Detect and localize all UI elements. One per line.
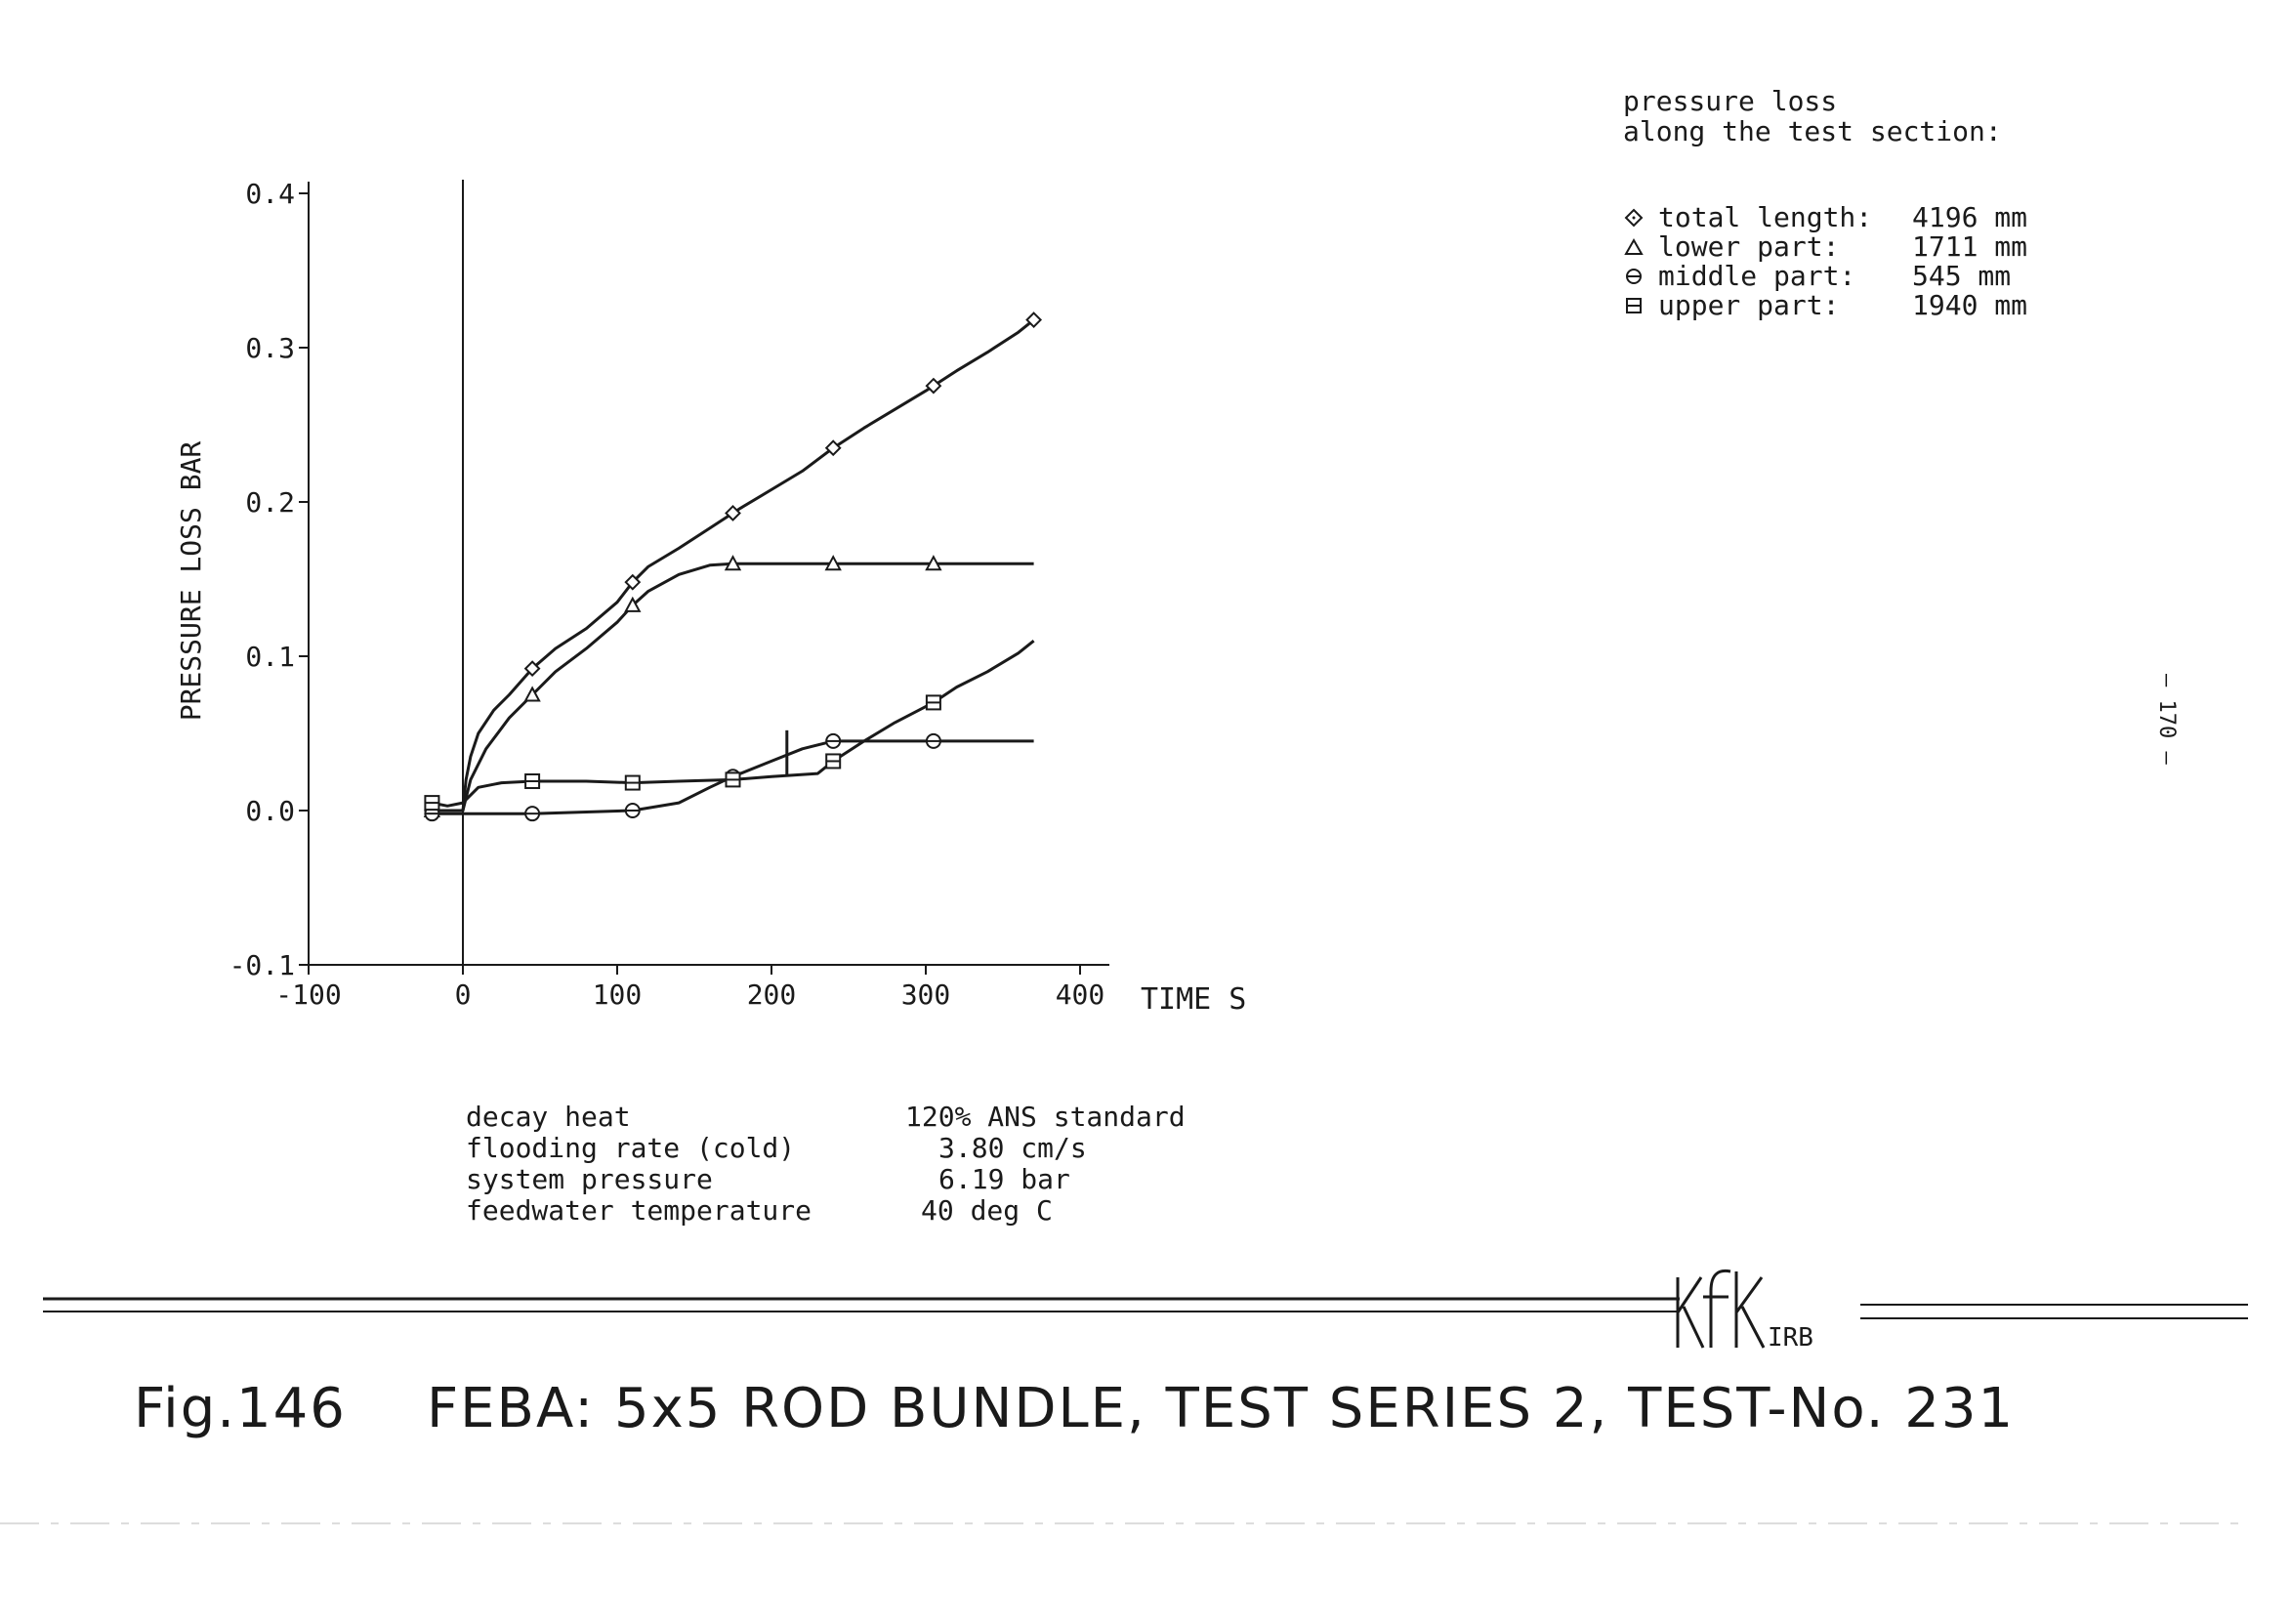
kfk-irb-logo: IRB bbox=[1676, 1269, 1813, 1353]
x-tick-label: -100 bbox=[275, 979, 341, 1011]
data-point-lower-part bbox=[523, 686, 541, 702]
legend-value: 1711 mm bbox=[1912, 230, 2028, 263]
data-point-total-length bbox=[925, 377, 942, 395]
y-axis-label: PRESSURE LOSS BAR bbox=[175, 441, 207, 722]
legend-label: middle part: bbox=[1658, 260, 1856, 292]
legend-label: total length: bbox=[1658, 201, 1873, 233]
x-tick-label: 100 bbox=[593, 979, 643, 1011]
data-point-upper-part bbox=[825, 753, 842, 770]
y-tick-label: -0.1 bbox=[229, 949, 295, 981]
param-value: 6.19 bar bbox=[938, 1163, 1070, 1195]
data-point-lower-part bbox=[624, 596, 642, 612]
data-point-total-length bbox=[523, 660, 541, 678]
data-point-total-length bbox=[725, 505, 741, 521]
data-point-upper-part bbox=[424, 795, 440, 812]
data-point-total-length bbox=[1025, 312, 1043, 328]
figure-title: FEBA: 5x5 ROD BUNDLE, TEST SERIES 2, TES… bbox=[426, 1377, 2016, 1440]
data-point-upper-part bbox=[524, 772, 541, 789]
param-value: 120% ANS standard bbox=[905, 1101, 1186, 1133]
series-line-total-length bbox=[432, 318, 1035, 812]
legend: total length: 4196 mm lower part: 1711 m… bbox=[1623, 203, 2027, 320]
x-tick-label: 0 bbox=[455, 979, 472, 1011]
param-label: decay heat bbox=[466, 1101, 631, 1133]
data-point-lower-part bbox=[925, 555, 942, 571]
legend-title: pressure loss along the test section: bbox=[1623, 86, 2002, 146]
data-point-middle-part bbox=[624, 803, 641, 818]
data-point-lower-part bbox=[824, 555, 842, 571]
data-point-upper-part bbox=[624, 774, 641, 791]
circle-marker-icon bbox=[1626, 269, 1642, 284]
legend-item-total-length: total length: 4196 mm bbox=[1623, 203, 2027, 232]
data-point-middle-part bbox=[825, 732, 842, 749]
series-line-lower-part bbox=[432, 562, 1034, 812]
x-tick-label: 200 bbox=[747, 979, 797, 1011]
legend-label: upper part: bbox=[1658, 289, 1840, 321]
data-point-lower-part bbox=[724, 555, 742, 571]
legend-item-middle-part: middle part: 545 mm bbox=[1623, 262, 2011, 291]
data-point-total-length bbox=[824, 439, 842, 457]
y-tick-label: 0.2 bbox=[245, 486, 295, 519]
square-marker-icon bbox=[1626, 298, 1642, 313]
param-value: 40 deg C bbox=[921, 1194, 1053, 1227]
chart-markers bbox=[423, 312, 1043, 822]
param-value: 3.80 cm/s bbox=[938, 1132, 1087, 1164]
data-point-upper-part bbox=[925, 694, 941, 711]
legend-label: lower part: bbox=[1658, 230, 1840, 263]
legend-value: 1940 mm bbox=[1912, 289, 2028, 321]
x-axis-label: TIME S bbox=[1141, 982, 1246, 1017]
data-point-middle-part bbox=[925, 732, 941, 749]
legend-title-line2: along the test section: bbox=[1623, 115, 2002, 147]
data-point-middle-part bbox=[524, 806, 541, 822]
y-tick-label: 0.1 bbox=[245, 641, 295, 673]
svg-text:IRB: IRB bbox=[1768, 1323, 1813, 1353]
legend-value: 4196 mm bbox=[1912, 201, 2028, 233]
legend-value: 545 mm bbox=[1912, 260, 2012, 292]
legend-item-lower-part: lower part: 1711 mm bbox=[1623, 232, 2027, 262]
separator-rules bbox=[0, 1297, 2248, 1524]
page-number: — 170 — bbox=[2154, 674, 2179, 765]
y-tick-label: 0.3 bbox=[245, 332, 295, 364]
y-tick-label: 0.4 bbox=[245, 178, 295, 210]
series-line-upper-part bbox=[432, 640, 1035, 808]
triangle-marker-icon bbox=[1624, 237, 1644, 255]
figure-number: Fig.146 bbox=[134, 1377, 347, 1440]
diamond-marker-icon bbox=[1624, 208, 1644, 228]
x-tick-label: 300 bbox=[901, 979, 951, 1011]
data-point-upper-part bbox=[725, 771, 741, 788]
figure-caption: Fig.146 FEBA: 5x5 ROD BUNDLE, TEST SERIES… bbox=[134, 1377, 2015, 1440]
data-point-total-length bbox=[624, 573, 642, 591]
y-tick-label: 0.0 bbox=[245, 795, 295, 827]
x-tick-label: 400 bbox=[1056, 979, 1105, 1011]
legend-item-upper-part: upper part: 1940 mm bbox=[1623, 291, 2027, 320]
param-label: system pressure bbox=[466, 1163, 713, 1195]
chart-axes: -100 0 100 200 300 400 -0.1 0.0 0.1 0.2 0.3 0.4 bbox=[229, 178, 1109, 1011]
legend-title-line1: pressure loss bbox=[1623, 85, 1838, 117]
param-label: feedwater temperature bbox=[466, 1194, 812, 1227]
param-label: flooding rate (cold) bbox=[466, 1132, 796, 1164]
